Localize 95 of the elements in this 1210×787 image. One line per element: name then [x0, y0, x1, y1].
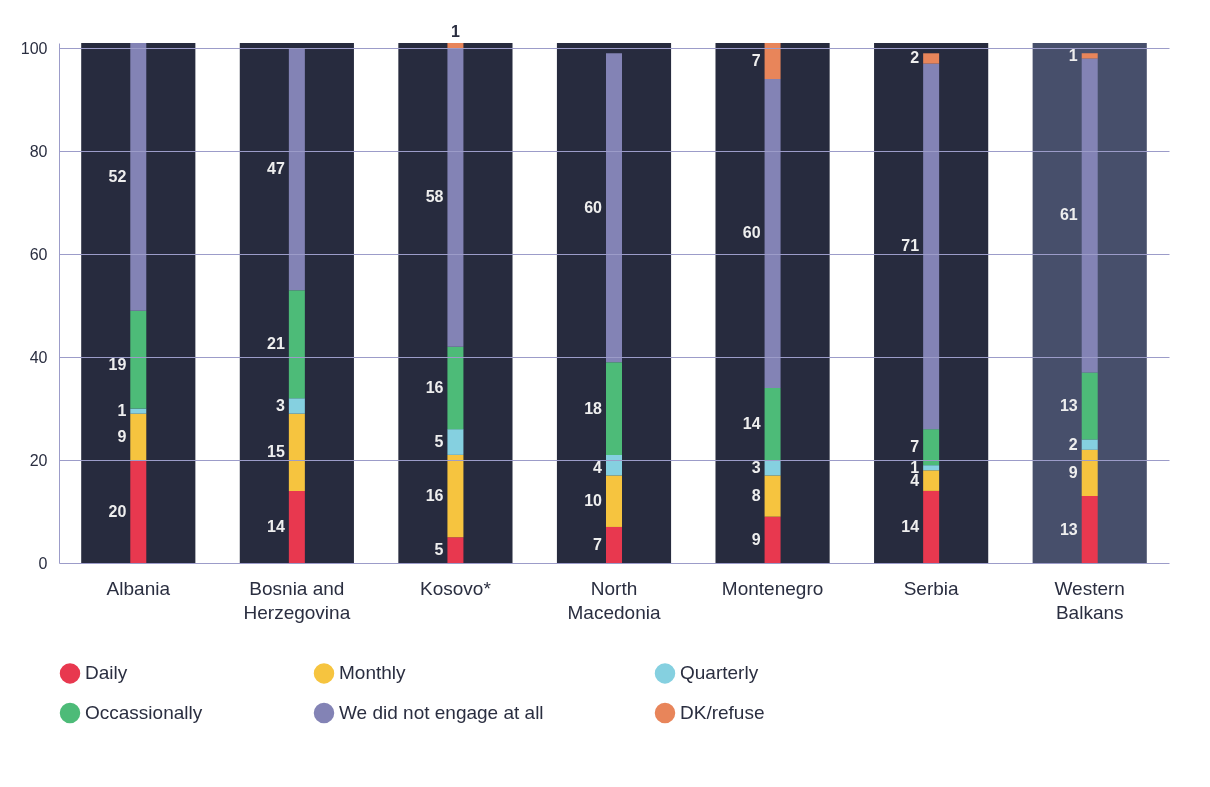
- data-label: 8: [751, 487, 761, 505]
- data-label: 5: [434, 541, 444, 559]
- bar: [447, 43, 464, 49]
- bar: [606, 362, 622, 455]
- data-label: 1: [117, 402, 127, 420]
- data-label: 9: [117, 427, 127, 445]
- bar: [764, 475, 781, 517]
- x-tick-label: North Macedonia: [567, 577, 661, 623]
- bar: [130, 310, 147, 409]
- bar: [1081, 439, 1098, 450]
- data-label: 1: [450, 23, 460, 40]
- data-label: 16: [425, 378, 444, 396]
- bar: [130, 43, 147, 311]
- data-label: 9: [751, 530, 761, 548]
- data-label: 21: [267, 335, 285, 353]
- bar: [447, 48, 464, 347]
- data-label: 20: [108, 502, 127, 520]
- data-label: 61: [1059, 206, 1078, 224]
- data-label: 13: [1059, 520, 1078, 538]
- data-label: 2: [1068, 435, 1078, 453]
- data-label: 3: [275, 396, 285, 414]
- bar: [606, 526, 622, 563]
- bar: [923, 63, 940, 430]
- data-label: 7: [910, 438, 920, 456]
- legend-label: Occassionally: [85, 702, 203, 723]
- bar: [1081, 496, 1098, 563]
- bar: [606, 454, 622, 476]
- bar: [288, 413, 305, 491]
- data-label: 7: [751, 52, 761, 70]
- bar: [764, 460, 781, 476]
- data-label: 9: [1068, 463, 1078, 481]
- bar: [1081, 53, 1098, 59]
- data-label: 7: [593, 535, 603, 553]
- legend-label: Daily: [85, 662, 128, 684]
- data-label: 13: [1059, 396, 1078, 414]
- data-label: 58: [425, 188, 444, 206]
- legend-label: Quarterly: [680, 662, 759, 684]
- data-label: 5: [434, 433, 444, 451]
- bar: [1081, 58, 1098, 373]
- data-label: 14: [267, 517, 285, 535]
- y-tick-label: 0: [38, 554, 48, 572]
- bar: [606, 475, 622, 527]
- bar: [923, 429, 940, 466]
- bar: [923, 465, 940, 471]
- bar: [923, 490, 940, 563]
- data-label: 14: [742, 414, 761, 432]
- data-label: 52: [108, 167, 127, 185]
- bar: [130, 408, 147, 414]
- bar: [130, 460, 147, 563]
- data-label: 71: [901, 237, 920, 255]
- bar: [1081, 372, 1098, 440]
- legend-label: We did not engage at all: [339, 702, 544, 723]
- legend-label: Monthly: [339, 662, 407, 684]
- data-label: 60: [742, 224, 761, 242]
- data-label: 16: [425, 487, 444, 505]
- x-tick-label: Albania: [106, 577, 171, 599]
- x-tick-label: Western Balkans: [1054, 577, 1125, 623]
- bar: [764, 387, 781, 461]
- data-label: 47: [267, 160, 285, 178]
- data-label: 18: [584, 399, 603, 417]
- y-tick-label: 60: [29, 245, 48, 263]
- bar: [447, 454, 464, 538]
- y-tick-label: 20: [29, 451, 48, 469]
- data-label: 1: [1068, 46, 1078, 64]
- bar: [288, 490, 305, 563]
- bar: [288, 290, 305, 399]
- bar: [447, 429, 464, 455]
- x-tick-label: Serbia: [903, 577, 960, 599]
- legend-label: DK/refuse: [680, 702, 765, 723]
- x-tick-label: Kosovo*: [420, 577, 492, 599]
- bar: [288, 48, 305, 291]
- y-tick-label: 40: [29, 348, 48, 366]
- data-label: 4: [593, 459, 603, 477]
- data-label: 10: [584, 492, 603, 510]
- bar: [764, 516, 781, 563]
- data-label: 14: [901, 517, 920, 535]
- bar: [606, 53, 622, 363]
- data-label: 60: [584, 198, 603, 216]
- x-tick-label: Montenegro: [721, 577, 824, 599]
- data-label: 2: [910, 49, 920, 67]
- bar: [288, 398, 305, 414]
- bar: [1081, 449, 1098, 497]
- x-tick-label: Bosnia and Herzegovina: [243, 577, 351, 623]
- data-label: 15: [267, 443, 285, 461]
- bar: [447, 537, 464, 563]
- y-tick-label: 80: [29, 142, 48, 160]
- data-label: 19: [108, 356, 127, 374]
- bar: [764, 43, 781, 80]
- bar: [764, 79, 781, 388]
- bar: [923, 53, 940, 64]
- y-tick-label: 100: [20, 39, 48, 57]
- data-label: 3: [751, 458, 761, 476]
- bar: [130, 413, 147, 461]
- bar: [923, 470, 940, 491]
- bar: [447, 346, 464, 430]
